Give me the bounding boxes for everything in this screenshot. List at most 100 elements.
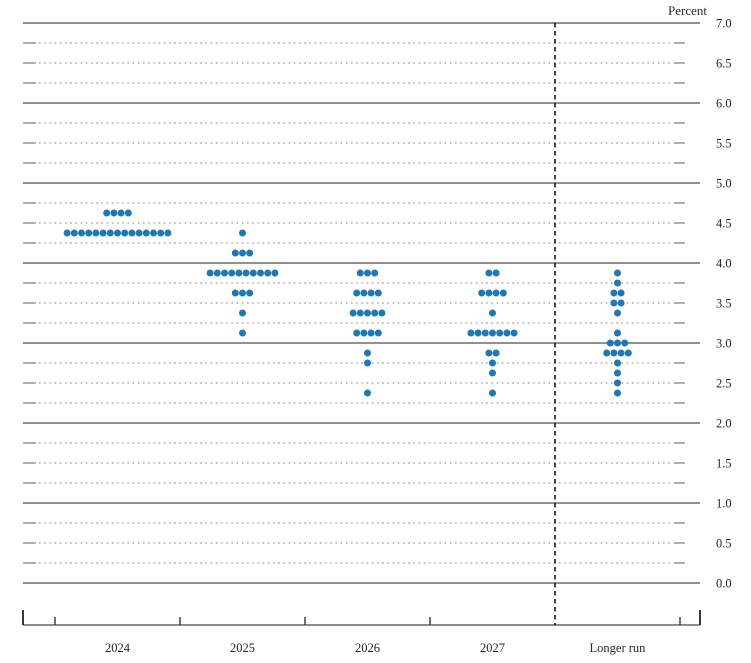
y-axis-tick-label: 5.0	[716, 177, 732, 191]
projection-dot	[614, 369, 621, 377]
projection-dot	[121, 229, 129, 237]
projection-dot	[364, 359, 371, 367]
projection-dot	[356, 269, 364, 277]
projection-dot	[353, 289, 361, 297]
projection-dot	[489, 309, 496, 317]
projection-dot	[239, 249, 246, 257]
projection-dot	[239, 329, 246, 337]
y-axis-tick-label: 3.5	[716, 297, 732, 311]
x-axis-label-2025: 2025	[230, 641, 255, 655]
projection-dot	[128, 229, 136, 237]
projection-dot	[489, 389, 496, 397]
projection-dot	[70, 229, 78, 237]
projection-dot	[492, 349, 500, 357]
projection-dot	[92, 229, 100, 237]
projection-dot	[617, 349, 625, 357]
projection-dot	[213, 269, 221, 277]
projection-dot	[492, 289, 500, 297]
projection-dot	[246, 249, 254, 257]
projection-dot	[499, 289, 507, 297]
projection-dot	[614, 339, 621, 347]
projection-dot	[150, 229, 157, 237]
y-axis-tick-label: 1.0	[716, 497, 732, 511]
projection-dot	[264, 269, 272, 277]
x-axis-label-2026: 2026	[355, 641, 380, 655]
y-axis-tick-label: 1.5	[716, 457, 732, 471]
projection-dot	[103, 209, 111, 217]
projection-dot	[603, 349, 611, 357]
projection-dot	[367, 289, 375, 297]
projection-dot	[206, 269, 214, 277]
projection-dot	[239, 229, 246, 237]
projection-dot	[510, 329, 518, 337]
projection-dot	[249, 269, 257, 277]
projection-dot	[360, 329, 368, 337]
projection-dot	[360, 289, 368, 297]
projection-dot	[606, 339, 614, 347]
projection-dot	[364, 269, 371, 277]
projection-dot	[364, 309, 371, 317]
projection-dot	[621, 339, 629, 347]
x-axis-label-2027: 2027	[480, 641, 505, 655]
projection-dot	[610, 289, 618, 297]
y-axis-tick-label: 7.0	[716, 17, 732, 31]
projection-dot	[349, 309, 357, 317]
projection-dot	[614, 279, 621, 287]
projection-dot	[489, 369, 496, 377]
projection-dot	[374, 329, 382, 337]
projection-dot	[157, 229, 165, 237]
y-axis-tick-label: 2.5	[716, 377, 732, 391]
x-axis-label-longer-run: Longer run	[590, 641, 647, 655]
projection-dot	[164, 229, 172, 237]
y-axis-tick-label: 5.5	[716, 137, 732, 151]
projection-dot	[242, 269, 250, 277]
projection-dot	[367, 329, 375, 337]
projection-dot	[114, 229, 121, 237]
projection-dot	[617, 289, 625, 297]
projection-dot	[371, 309, 379, 317]
projection-dot	[239, 289, 246, 297]
projection-dot	[610, 349, 618, 357]
projection-dot	[142, 229, 150, 237]
projection-dot	[496, 329, 504, 337]
projection-dot	[231, 249, 239, 257]
projection-dot	[106, 229, 114, 237]
projection-dot	[614, 329, 621, 337]
y-axis-tick-label: 3.0	[716, 337, 732, 351]
projection-dot	[135, 229, 143, 237]
projection-dot	[614, 389, 621, 397]
projection-dot	[374, 289, 382, 297]
projection-dot	[485, 289, 493, 297]
projection-dot	[614, 379, 621, 387]
projection-dot	[610, 299, 618, 307]
projection-dot	[364, 389, 371, 397]
projection-dot	[617, 299, 625, 307]
projection-dot	[246, 289, 254, 297]
y-axis-tick-label: 4.0	[716, 257, 732, 271]
projection-dot	[353, 329, 361, 337]
projection-dot	[271, 269, 279, 277]
projection-dot	[78, 229, 85, 237]
projection-dot	[356, 309, 364, 317]
y-axis-title: Percent	[668, 3, 707, 18]
y-axis-tick-label: 6.0	[716, 97, 732, 111]
projection-dot	[481, 329, 489, 337]
projection-dot	[124, 209, 132, 217]
y-axis-tick-label: 0.0	[716, 577, 732, 591]
y-axis-tick-label: 6.5	[716, 57, 732, 71]
projection-dot	[503, 329, 511, 337]
projection-dot	[228, 269, 236, 277]
projection-dot	[485, 269, 493, 277]
projection-dot	[239, 309, 246, 317]
y-axis-tick-label: 4.5	[716, 217, 732, 231]
projection-dot	[467, 329, 475, 337]
projection-dot	[624, 349, 632, 357]
projection-dot	[489, 329, 496, 337]
projection-dot	[63, 229, 71, 237]
x-axis-label-2024: 2024	[105, 641, 131, 655]
y-axis-tick-label: 2.0	[716, 417, 732, 431]
projection-dot	[364, 349, 371, 357]
y-axis-tick-label: 0.5	[716, 537, 732, 551]
